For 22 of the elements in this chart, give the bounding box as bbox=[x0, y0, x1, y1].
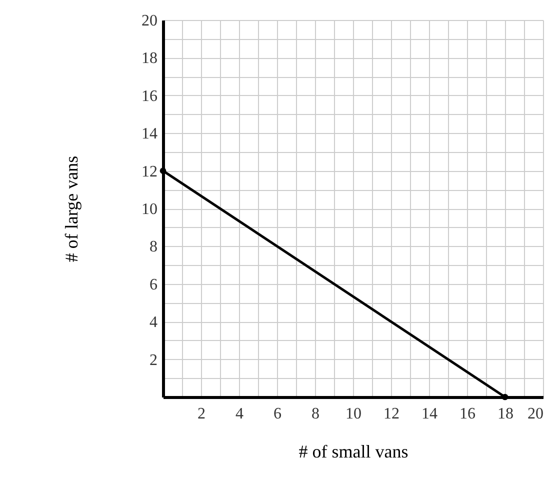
x-tick-label: 8 bbox=[312, 406, 320, 422]
y-axis-title: # of large vans bbox=[62, 156, 82, 262]
x-tick-label: 6 bbox=[274, 406, 282, 422]
x-tick-label: 12 bbox=[384, 406, 400, 422]
y-tick-label: 14 bbox=[142, 126, 158, 143]
x-tick-label: 20 bbox=[528, 406, 544, 422]
y-tick-label: 20 bbox=[142, 12, 158, 30]
x-tick-label: 2 bbox=[198, 406, 206, 422]
y-tick-label: 2 bbox=[150, 352, 158, 369]
x-axis-title: # of small vans bbox=[298, 442, 408, 462]
y-tick-label: 16 bbox=[142, 88, 158, 105]
x-tick-label: 16 bbox=[460, 406, 476, 422]
y-tick-label: 18 bbox=[142, 50, 158, 68]
x-tick-label: 4 bbox=[236, 406, 244, 422]
x-tick-label: 14 bbox=[422, 406, 438, 422]
x-tick-label: 18 bbox=[498, 406, 514, 422]
y-tick-label: 8 bbox=[150, 238, 158, 256]
y-tick-label: 12 bbox=[142, 163, 158, 180]
y-tick-label: 6 bbox=[150, 276, 158, 294]
y-tick-label: 4 bbox=[150, 314, 158, 332]
x-tick-label: 10 bbox=[346, 406, 362, 422]
y-tick-label: 10 bbox=[142, 201, 158, 218]
